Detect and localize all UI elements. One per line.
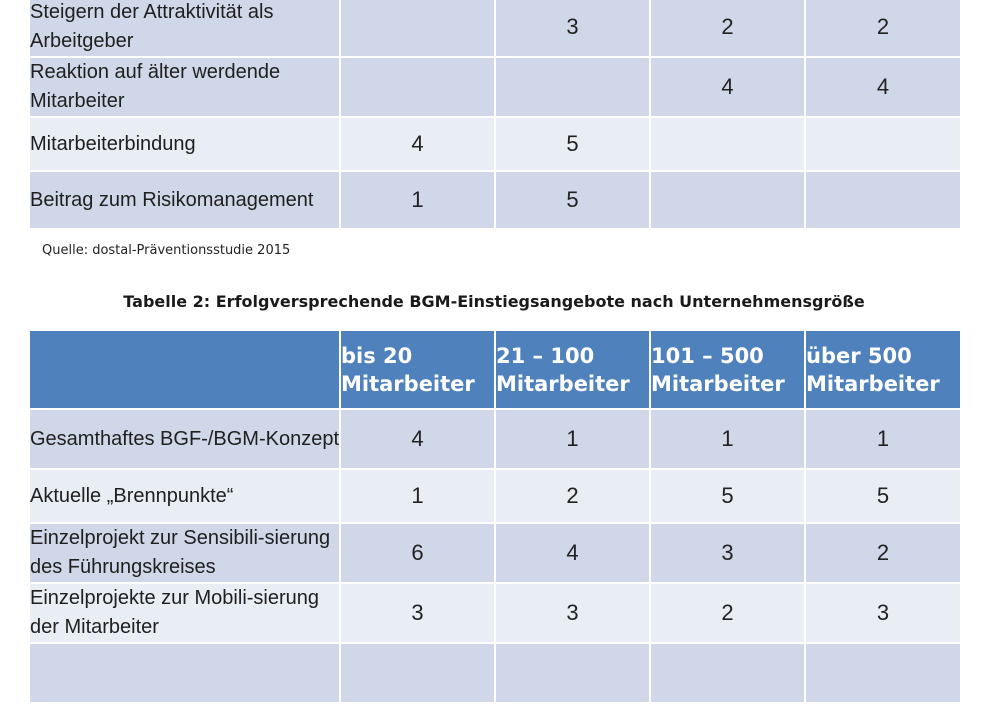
cell-101-500: 1 <box>650 409 806 470</box>
table-2: bis 20 Mitarbeiter 21 – 100 Mitarbeiter … <box>30 331 960 704</box>
cell-101-500 <box>650 171 806 230</box>
table-row: Gesamthaftes BGF-/BGM-Konzept 4 1 1 1 <box>30 409 960 470</box>
cell-101-500: 2 <box>650 583 806 644</box>
table-row <box>30 643 960 704</box>
cell-bis-20: 6 <box>340 523 496 584</box>
header-bis-20: bis 20 Mitarbeiter <box>340 331 496 410</box>
cell-ueber-500: 2 <box>805 523 960 584</box>
cell-bis-20: 3 <box>340 583 496 644</box>
cell-21-100: 2 <box>495 469 651 524</box>
cell-ueber-500 <box>805 117 960 172</box>
header-empty <box>30 331 341 410</box>
cell-ueber-500: 2 <box>805 0 960 58</box>
header-101-500: 101 – 500 Mitarbeiter <box>650 331 806 410</box>
cell-bis-20 <box>340 57 496 118</box>
header-21-100: 21 – 100 Mitarbeiter <box>495 331 651 410</box>
header-ueber-500: über 500 Mitarbeiter <box>805 331 960 410</box>
cell-bis-20: 4 <box>340 117 496 172</box>
row-label: Reaktion auf älter werdende Mitarbeiter <box>30 57 341 118</box>
cell-101-500: 5 <box>650 469 806 524</box>
row-label: Beitrag zum Risikomanagement <box>30 171 341 230</box>
source-note: Quelle: dostal-Präventionsstudie 2015 <box>42 243 291 258</box>
cell-ueber-500 <box>805 643 960 704</box>
cell-ueber-500: 1 <box>805 409 960 470</box>
row-label <box>30 643 341 704</box>
cell-bis-20: 4 <box>340 409 496 470</box>
row-label: Mitarbeiterbindung <box>30 117 341 172</box>
header-row: bis 20 Mitarbeiter 21 – 100 Mitarbeiter … <box>30 331 960 410</box>
cell-101-500: 4 <box>650 57 806 118</box>
cell-bis-20: 1 <box>340 171 496 230</box>
cell-21-100: 3 <box>495 583 651 644</box>
table-row: Mitarbeiterbindung 4 5 <box>30 117 960 172</box>
table-row: Einzelprojekt zur Sensibili-sierung des … <box>30 523 960 584</box>
cell-101-500 <box>650 643 806 704</box>
cell-101-500 <box>650 117 806 172</box>
cell-101-500: 2 <box>650 0 806 58</box>
cell-bis-20 <box>340 643 496 704</box>
cell-ueber-500: 5 <box>805 469 960 524</box>
cell-ueber-500: 4 <box>805 57 960 118</box>
cell-ueber-500: 3 <box>805 583 960 644</box>
cell-bis-20: 1 <box>340 469 496 524</box>
table-row: Steigern der Attraktivität als Arbeitgeb… <box>30 0 960 58</box>
row-label: Einzelprojekt zur Sensibili-sierung des … <box>30 523 341 584</box>
cell-21-100: 5 <box>495 117 651 172</box>
table-row: Einzelprojekte zur Mobili-sierung der Mi… <box>30 583 960 644</box>
row-label: Steigern der Attraktivität als Arbeitgeb… <box>30 0 341 58</box>
row-label: Einzelprojekte zur Mobili-sierung der Mi… <box>30 583 341 644</box>
table-row: Beitrag zum Risikomanagement 1 5 <box>30 171 960 230</box>
cell-21-100: 5 <box>495 171 651 230</box>
table-row: Aktuelle „Brennpunkte“ 1 2 5 5 <box>30 469 960 524</box>
table-row: Reaktion auf älter werdende Mitarbeiter … <box>30 57 960 118</box>
table-1: Steigern der Attraktivität als Arbeitgeb… <box>30 0 960 230</box>
row-label: Aktuelle „Brennpunkte“ <box>30 469 341 524</box>
cell-21-100 <box>495 57 651 118</box>
cell-21-100: 4 <box>495 523 651 584</box>
cell-101-500: 3 <box>650 523 806 584</box>
cell-21-100 <box>495 643 651 704</box>
cell-bis-20 <box>340 0 496 58</box>
cell-21-100: 3 <box>495 0 651 58</box>
table-2-caption: Tabelle 2: Erfolgversprechende BGM-Einst… <box>123 292 865 311</box>
cell-21-100: 1 <box>495 409 651 470</box>
row-label: Gesamthaftes BGF-/BGM-Konzept <box>30 409 341 470</box>
cell-ueber-500 <box>805 171 960 230</box>
